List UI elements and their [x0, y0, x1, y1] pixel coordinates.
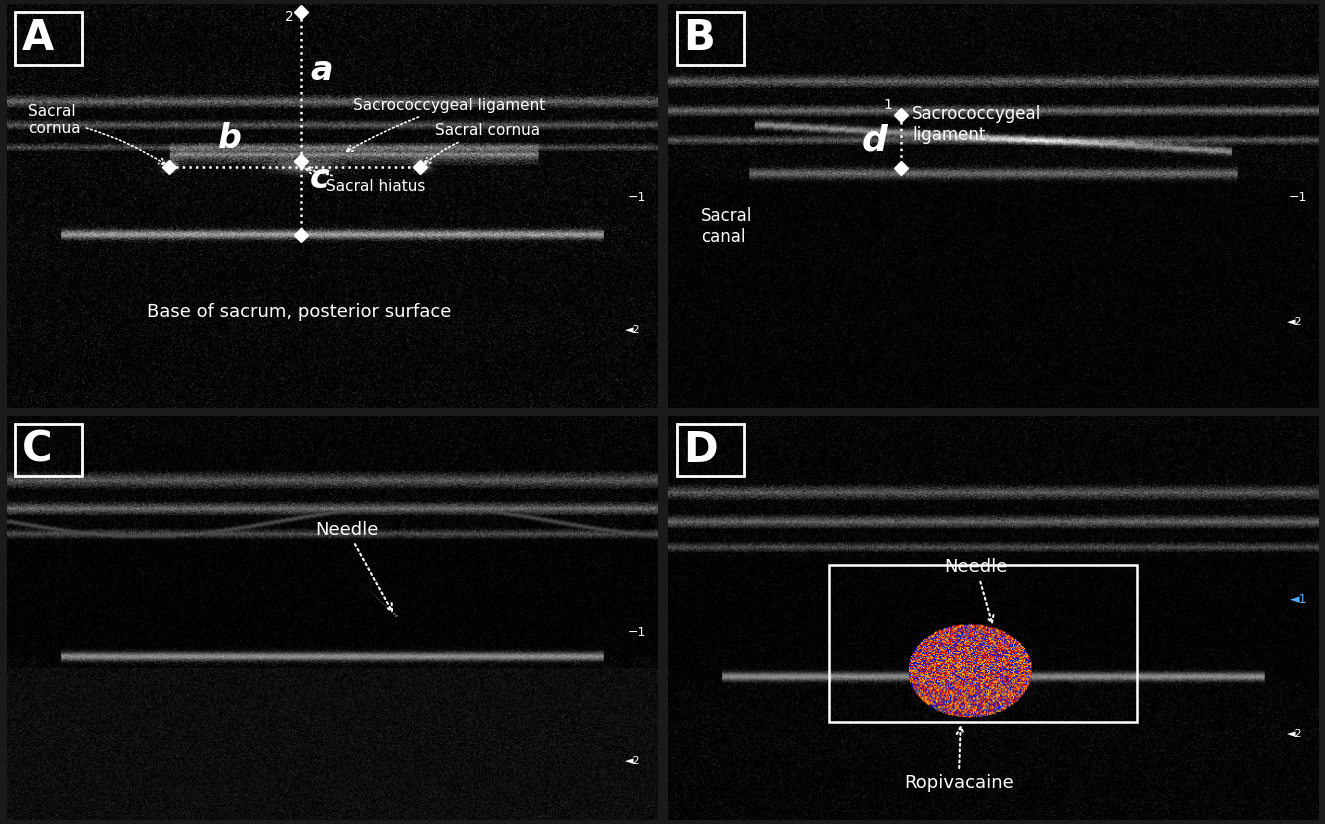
Text: −1: −1	[1289, 191, 1308, 204]
Text: ◄2: ◄2	[1287, 317, 1302, 327]
Text: b: b	[217, 122, 241, 155]
Text: Needle: Needle	[315, 521, 392, 611]
Bar	[828, 565, 1137, 722]
Text: B: B	[684, 17, 716, 59]
Bar	[677, 12, 745, 65]
Text: −1: −1	[628, 191, 645, 204]
Text: 1: 1	[884, 98, 893, 112]
Bar	[677, 424, 745, 476]
Text: Sacral hiatus: Sacral hiatus	[306, 167, 425, 194]
Text: Sacrococcygeal ligament: Sacrococcygeal ligament	[347, 98, 546, 152]
Text: D: D	[684, 428, 718, 471]
Text: −1: −1	[628, 626, 645, 639]
Text: Sacral cornua: Sacral cornua	[424, 124, 539, 164]
Text: ◄2: ◄2	[625, 756, 640, 766]
Text: ◄2: ◄2	[625, 325, 640, 335]
Text: Needle: Needle	[945, 559, 1008, 623]
Text: d: d	[861, 124, 886, 157]
Bar	[16, 12, 82, 65]
Text: A: A	[21, 17, 54, 59]
Text: C: C	[21, 428, 53, 471]
Text: Sacrococcygeal
ligament: Sacrococcygeal ligament	[912, 105, 1041, 144]
Text: ◄1: ◄1	[1291, 592, 1308, 606]
Text: ◄2: ◄2	[1287, 729, 1302, 739]
Text: a: a	[310, 54, 333, 87]
Text: Sacral
canal: Sacral canal	[701, 207, 753, 246]
Text: Ropivacaine: Ropivacaine	[904, 727, 1014, 792]
Text: Sacral
cornua: Sacral cornua	[28, 104, 166, 164]
Text: c: c	[310, 162, 330, 195]
Bar	[16, 424, 82, 476]
Text: Base of sacrum, posterior surface: Base of sacrum, posterior surface	[147, 303, 452, 321]
Text: 2: 2	[285, 10, 294, 24]
